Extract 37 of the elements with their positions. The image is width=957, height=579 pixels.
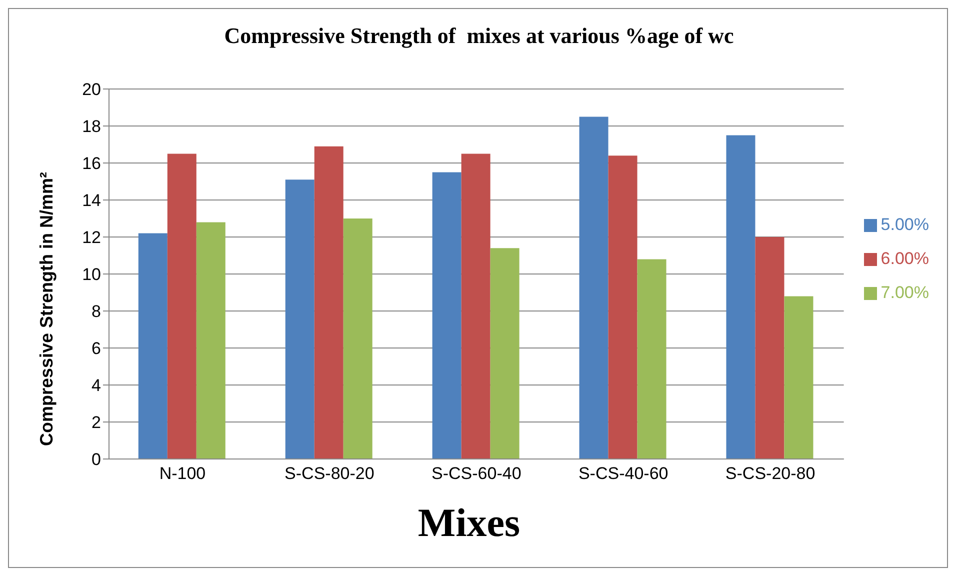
bar (432, 172, 462, 459)
x-tick-label: N-100 (159, 464, 206, 484)
y-tick-label: 8 (92, 302, 101, 322)
bar (461, 154, 490, 459)
bar (784, 296, 814, 459)
y-tick-label: 2 (92, 413, 101, 432)
bar (579, 116, 608, 459)
x-tick-label: S-CS-40-60 (578, 464, 668, 484)
y-tick-label: 20 (82, 80, 101, 100)
bar (138, 233, 168, 459)
y-axis-title: Compressive Strength in N/mm² (36, 172, 58, 446)
x-tick-label: S-CS-60-40 (432, 464, 522, 484)
bar (490, 248, 520, 459)
y-tick-label: 12 (82, 228, 101, 248)
x-axis-title: Mixes (416, 499, 522, 546)
y-tick-label: 16 (82, 154, 101, 174)
bar (343, 218, 372, 459)
bar (608, 156, 638, 459)
bar (726, 135, 756, 459)
legend-label: 7.00% (880, 283, 929, 302)
legend-label: 5.00% (880, 215, 929, 234)
bar (285, 180, 314, 459)
y-tick-label: 14 (82, 191, 101, 210)
y-tick-label: 4 (92, 376, 101, 396)
bar (755, 237, 784, 459)
legend-label: 6.00% (880, 249, 929, 268)
bar (314, 146, 344, 459)
chart-title: Compressive Strength of mixes at various %age of wc (223, 23, 735, 49)
y-tick-label: 10 (82, 265, 101, 284)
bar (167, 154, 196, 459)
x-tick-label: S-CS-80-20 (284, 464, 374, 484)
x-tick-label: S-CS-20-80 (725, 464, 816, 484)
bar (637, 259, 666, 459)
y-tick-label: 18 (82, 117, 101, 136)
y-tick-label: 6 (92, 339, 101, 358)
y-tick-label: 0 (92, 450, 101, 470)
bar (196, 222, 226, 459)
